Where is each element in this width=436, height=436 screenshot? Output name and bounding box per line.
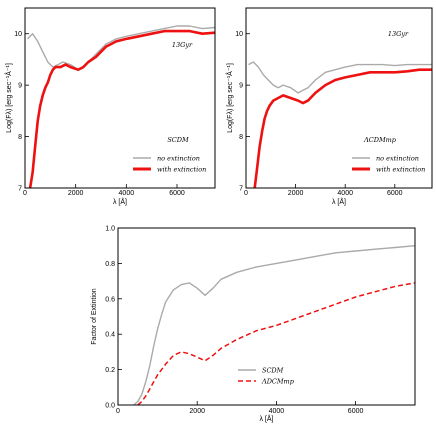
y-tick-label: 7	[239, 186, 243, 193]
y-tick-label: 8	[239, 134, 243, 141]
model-annotation: SCDM	[167, 136, 189, 144]
x-axis-label: λ [Å]	[113, 197, 127, 206]
y-tick-label: 0.4	[105, 332, 115, 339]
age-annotation: 13Gyr	[388, 30, 409, 38]
y-axis-label: Factor of Extintion	[91, 288, 98, 345]
chart-panel-1: 0 2000 4000 6000 7 8 9 10 λ [Å] Log(Fλ) [erg sec⁻…	[4, 7, 216, 206]
chart-panel-3: 0 2000 4000 6000 0.0 0.2 0.4 0.6 0.8 1.0 λ [Å] Fact…	[91, 226, 416, 423]
y-tick-label: 0.8	[105, 261, 115, 268]
y-tick-label: 1.0	[105, 226, 115, 233]
y-tick-label: 9	[239, 83, 243, 90]
x-tick-label: 4000	[337, 190, 353, 197]
x-tick-label: 0	[244, 190, 248, 197]
legend-label: ΛDCMmp	[261, 378, 295, 386]
y-axis-label: Log(Fλ) [erg sec⁻¹Å⁻¹]	[225, 63, 234, 133]
plot-frame	[245, 7, 433, 189]
y-axis-label: Log(Fλ) [erg sec⁻¹Å⁻¹]	[4, 63, 13, 133]
x-tick-label: 4000	[269, 408, 285, 415]
legend-label: no extinction	[376, 155, 419, 163]
chart-panel-2: 0 2000 4000 6000 7 8 9 10 λ [Å] Log(Fλ) [erg sec⁻…	[225, 7, 433, 206]
model-annotation: ΛCDMmp	[363, 136, 397, 144]
legend-label: with extinction	[157, 166, 206, 174]
x-axis-label: λ [Å]	[259, 414, 273, 423]
y-tick-label: 10	[14, 31, 22, 38]
x-tick-label: 6000	[387, 190, 403, 197]
y-tick-label: 9	[18, 83, 22, 90]
x-tick-label: 4000	[119, 190, 135, 197]
x-tick-label: 0	[116, 408, 120, 415]
x-tick-label: 2000	[68, 190, 84, 197]
y-tick-label: 0.0	[105, 403, 115, 410]
y-tick-label: 0.2	[105, 367, 115, 374]
y-tick-label: 7	[18, 186, 22, 193]
series-line-2	[28, 29, 216, 189]
y-tick-label: 0.6	[105, 296, 115, 303]
plot-frame	[117, 227, 416, 406]
legend-label: SCDM	[262, 367, 284, 375]
x-tick-label: 0	[23, 190, 27, 197]
plot-frame	[24, 7, 216, 189]
x-tick-label: 2000	[288, 190, 304, 197]
legend-label: no extinction	[157, 155, 200, 163]
x-tick-label: 6000	[348, 408, 364, 415]
x-tick-label: 2000	[189, 408, 205, 415]
series-line-2	[137, 282, 416, 406]
series-line-2	[253, 68, 432, 189]
age-annotation: 13Gyr	[172, 41, 193, 49]
series-line-1	[133, 245, 416, 406]
legend-label: with extinction	[376, 166, 425, 174]
y-tick-label: 10	[235, 31, 243, 38]
series-line-1	[248, 61, 432, 94]
x-axis-label: λ [Å]	[332, 197, 346, 206]
x-tick-label: 6000	[169, 190, 185, 197]
y-tick-label: 8	[18, 134, 22, 141]
